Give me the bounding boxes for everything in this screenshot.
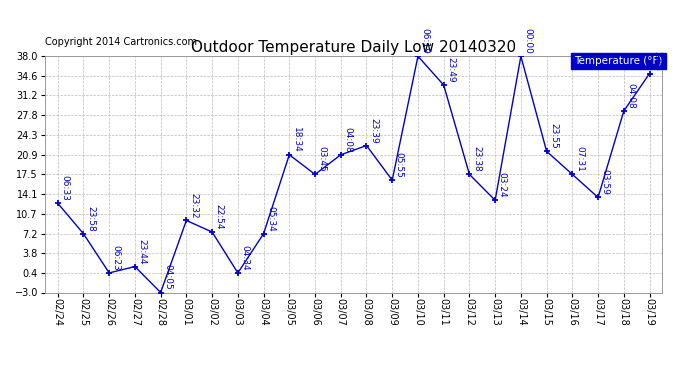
Text: 00:00: 00:00 <box>524 28 533 54</box>
Title: Outdoor Temperature Daily Low 20140320: Outdoor Temperature Daily Low 20140320 <box>191 40 516 55</box>
Text: 06:19: 06:19 <box>420 28 430 54</box>
Text: 05:34: 05:34 <box>266 206 275 231</box>
Text: 03:59: 03:59 <box>600 169 610 195</box>
Text: 04:08: 04:08 <box>627 83 635 109</box>
Text: 18:34: 18:34 <box>292 127 301 153</box>
Text: 23:38: 23:38 <box>472 146 481 172</box>
Text: 03:24: 03:24 <box>497 172 506 198</box>
Text: 23:39: 23:39 <box>369 117 378 143</box>
Text: 23:49: 23:49 <box>446 57 455 83</box>
Text: 23:4: 23:4 <box>652 51 661 71</box>
Text: Temperature (°F): Temperature (°F) <box>574 56 662 66</box>
Text: 23:58: 23:58 <box>86 206 95 231</box>
Text: 04:34: 04:34 <box>240 245 249 271</box>
Text: 03:45: 03:45 <box>317 146 326 172</box>
Text: 06:23: 06:23 <box>112 245 121 271</box>
Text: 22:54: 22:54 <box>215 204 224 230</box>
Text: 23:32: 23:32 <box>189 192 198 218</box>
Text: Copyright 2014 Cartronics.com: Copyright 2014 Cartronics.com <box>45 38 197 47</box>
Text: 04:08: 04:08 <box>344 127 353 153</box>
Text: 23:44: 23:44 <box>137 239 146 264</box>
Text: 07:31: 07:31 <box>575 146 584 172</box>
Text: 05:55: 05:55 <box>395 152 404 178</box>
Text: 23:55: 23:55 <box>549 123 558 149</box>
Text: 04:05: 04:05 <box>164 264 172 290</box>
Text: 06:33: 06:33 <box>60 175 69 201</box>
